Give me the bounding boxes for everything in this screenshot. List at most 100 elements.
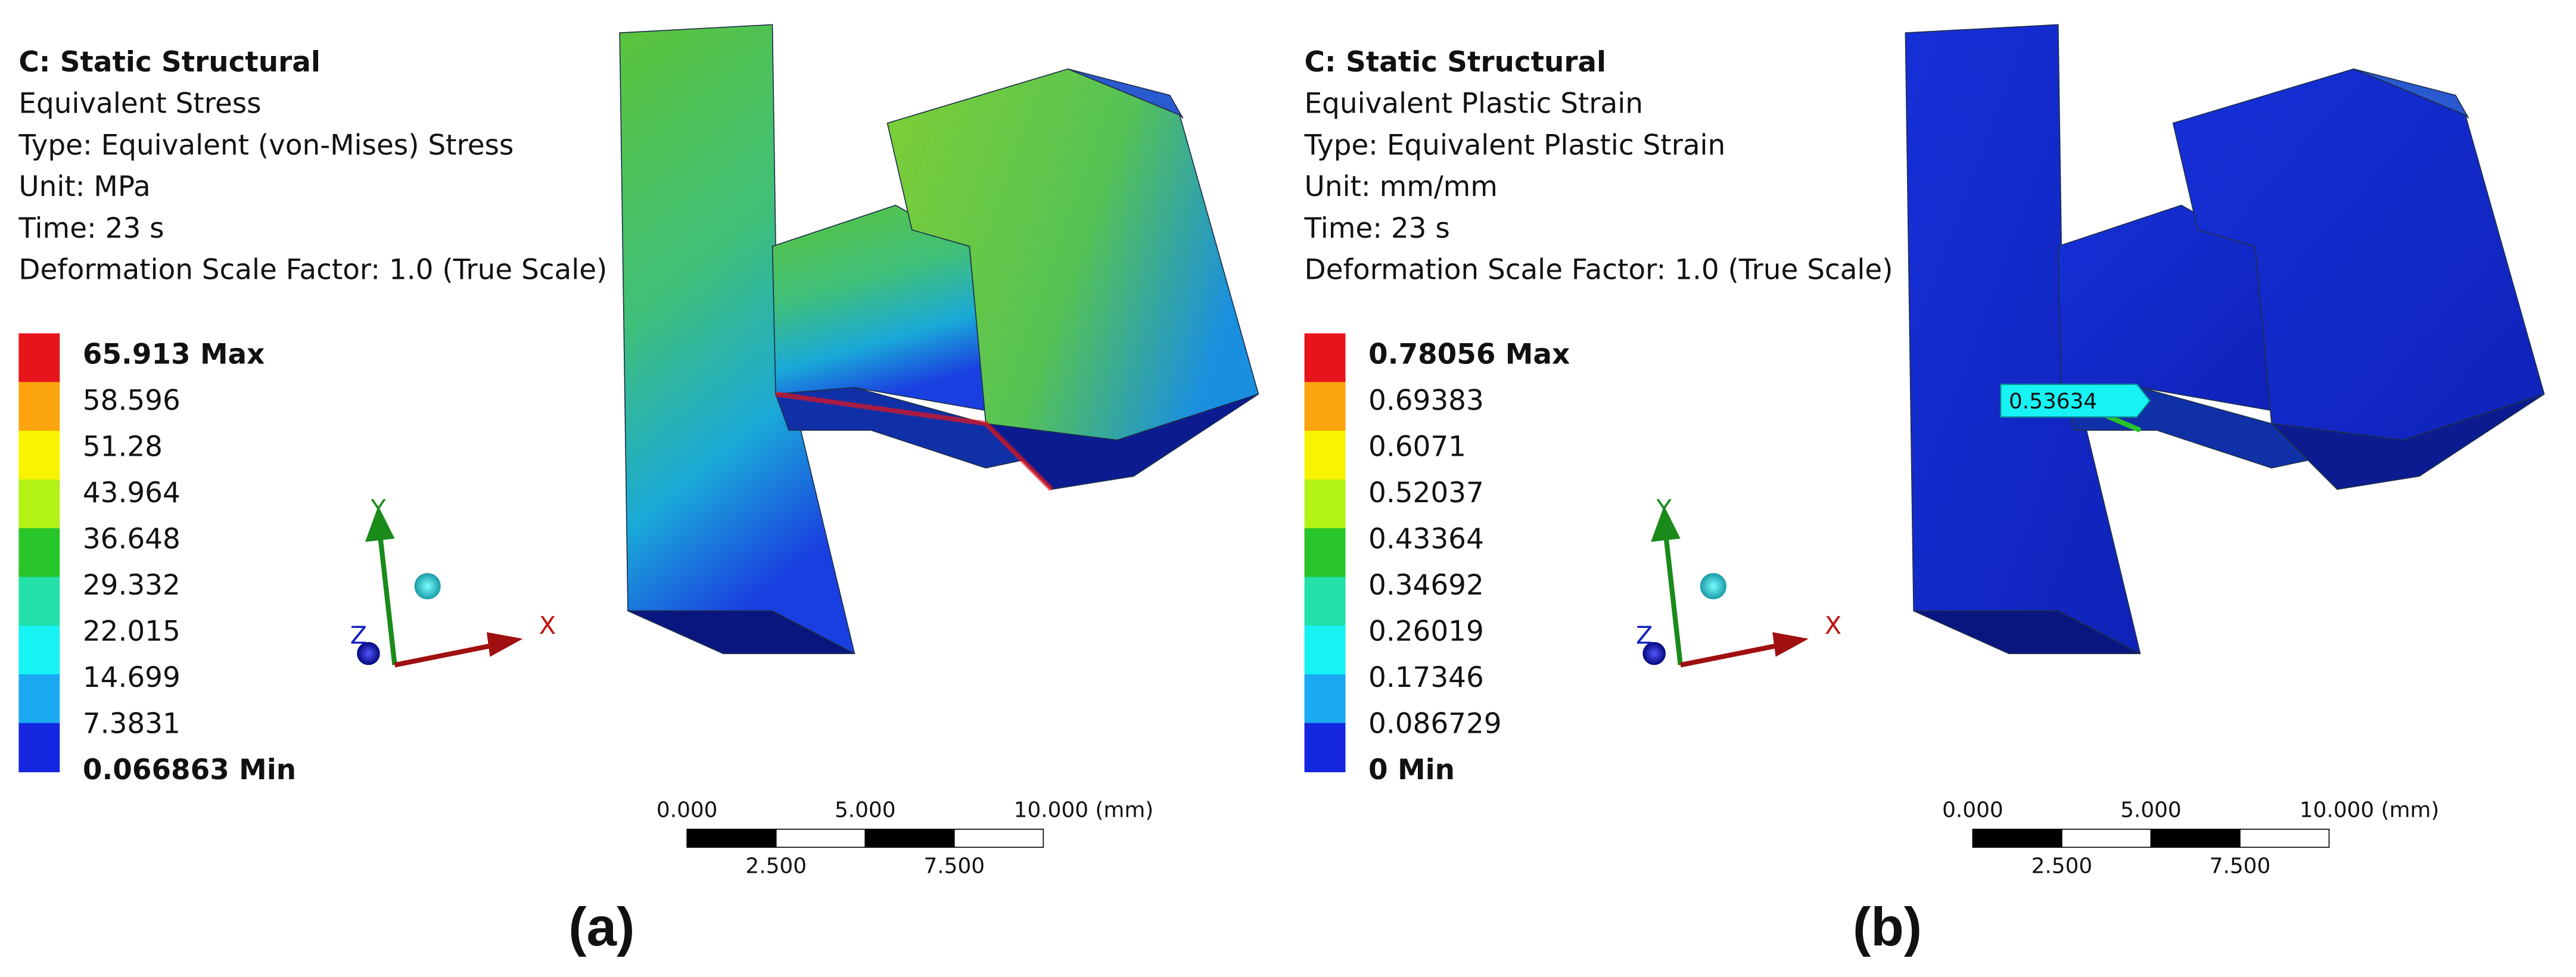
- header-line: Equivalent Stress: [18, 88, 261, 120]
- triad-sphere: [414, 572, 441, 600]
- legend-label: 0.066863 Min: [83, 754, 296, 786]
- triad-label: X: [539, 611, 556, 640]
- header-line: Deformation Scale Factor: 1.0 (True Scal…: [18, 254, 607, 287]
- legend-label: 0.69383: [1368, 385, 1484, 417]
- scale-label: 0.000: [1942, 798, 2003, 823]
- triad-label: Y: [1656, 494, 1672, 523]
- scale-label: 7.500: [2210, 854, 2271, 878]
- header-title: C: Static Structural: [1305, 46, 1607, 79]
- legend-label: 0.78056 Max: [1368, 339, 1570, 371]
- triad-axis-z: [1642, 642, 1666, 665]
- legend-swatch: [1304, 382, 1346, 431]
- header-line: Type: Equivalent Plastic Strain: [1304, 129, 1726, 161]
- legend-label: 0.52037: [1368, 477, 1484, 509]
- legend-label: 36.648: [83, 524, 181, 556]
- triad-arrow-x: [486, 632, 523, 657]
- scale-segment: [2061, 829, 2152, 848]
- scale-label: 2.500: [745, 854, 807, 878]
- scale-label: 10.000 (mm): [2300, 798, 2440, 823]
- triad-label: X: [1825, 611, 1841, 640]
- header-line: Deformation Scale Factor: 1.0 (True Scal…: [1305, 254, 1893, 287]
- panel: C: Static Structural Equivalent Stress Typ…: [18, 24, 1259, 957]
- probe-label: 0.53634: [2009, 389, 2097, 413]
- triad-axis-x: [1679, 643, 1779, 668]
- legend-swatch: [18, 674, 60, 724]
- scale-segment: [953, 829, 1044, 848]
- triad-arrow-y: [365, 505, 395, 542]
- legend-swatch: [1304, 431, 1346, 480]
- legend-swatch: [1304, 333, 1346, 383]
- scale-segment: [864, 829, 955, 848]
- legend-label: 7.3831: [83, 708, 181, 740]
- scale-segment: [775, 829, 866, 848]
- legend-swatch: [1304, 723, 1346, 773]
- model-right-top: [2353, 68, 2469, 119]
- panel: C: Static Structural Equivalent Plastic S…: [1304, 24, 2545, 957]
- scale-segment: [2150, 829, 2241, 848]
- legend-label: 14.699: [83, 662, 181, 694]
- triad-axis-y: [1663, 533, 1683, 665]
- header-title: C: Static Structural: [18, 46, 321, 79]
- triad-label: Y: [370, 494, 386, 523]
- scale-label: 0.000: [657, 798, 718, 823]
- legend-label: 22.015: [83, 616, 181, 648]
- scale-segment: [686, 829, 777, 848]
- legend-swatch: [18, 333, 60, 383]
- scale-segment: [1972, 829, 2062, 848]
- legend-swatch: [1304, 479, 1346, 529]
- model-bottom-face: [1913, 610, 2141, 654]
- legend-label: 0.086729: [1368, 708, 1502, 740]
- scale-label: 7.500: [923, 854, 985, 878]
- header-line: Unit: MPa: [18, 171, 150, 203]
- scale-label: 10.000 (mm): [1014, 798, 1154, 823]
- legend-swatch: [1304, 577, 1346, 626]
- triad-arrow-x: [1772, 632, 1809, 657]
- legend-swatch: [18, 431, 60, 480]
- legend-label: 0.26019: [1368, 616, 1484, 648]
- model-bottom-face: [627, 610, 855, 654]
- triad-sphere: [1700, 572, 1726, 600]
- model-right-top: [1068, 68, 1184, 119]
- header-line: Type: Equivalent (von-Mises) Stress: [18, 129, 514, 161]
- legend-swatch: [18, 528, 60, 578]
- triad-axis-z: [357, 642, 380, 665]
- legend-label: 0.43364: [1368, 524, 1484, 556]
- legend-label: 0.6071: [1368, 431, 1466, 463]
- triad-arrow-y: [1651, 505, 1681, 542]
- legend-swatch: [18, 479, 60, 529]
- header-line: Unit: mm/mm: [1305, 171, 1498, 203]
- legend-swatch: [18, 382, 60, 431]
- legend-swatch: [1304, 626, 1346, 675]
- legend-label: 43.964: [83, 477, 181, 509]
- triad-label: Z: [350, 621, 367, 649]
- legend-swatch: [18, 577, 60, 626]
- scale-label: 2.500: [2031, 854, 2093, 878]
- scale-label: 5.000: [835, 798, 896, 823]
- stress-hotspot: [775, 391, 1054, 491]
- scale-label: 5.000: [2120, 798, 2182, 823]
- legend-swatch: [1304, 528, 1346, 578]
- legend-label: 65.913 Max: [83, 339, 265, 371]
- legend-label: 58.596: [83, 385, 181, 417]
- triad-label: Z: [1636, 621, 1653, 649]
- triad-axis-y: [377, 533, 397, 665]
- header-line: Time: 23 s: [18, 213, 164, 245]
- probe-box: [2000, 383, 2151, 418]
- model-right-underside: [2270, 393, 2545, 490]
- caption: (b): [1853, 897, 1922, 957]
- legend-swatch: [1304, 674, 1346, 724]
- scale-segment: [2239, 829, 2330, 848]
- header-line: Time: 23 s: [1304, 213, 1450, 245]
- triad-axis-x: [394, 643, 494, 668]
- legend-swatch: [18, 723, 60, 773]
- legend-label: 0.34692: [1368, 570, 1484, 602]
- caption: (a): [568, 897, 634, 957]
- legend-label: 51.28: [83, 431, 163, 463]
- legend-label: 0 Min: [1368, 754, 1455, 786]
- legend-label: 29.332: [83, 570, 181, 602]
- legend-swatch: [18, 626, 60, 675]
- header-line: Equivalent Plastic Strain: [1305, 88, 1643, 120]
- legend-label: 0.17346: [1368, 662, 1484, 694]
